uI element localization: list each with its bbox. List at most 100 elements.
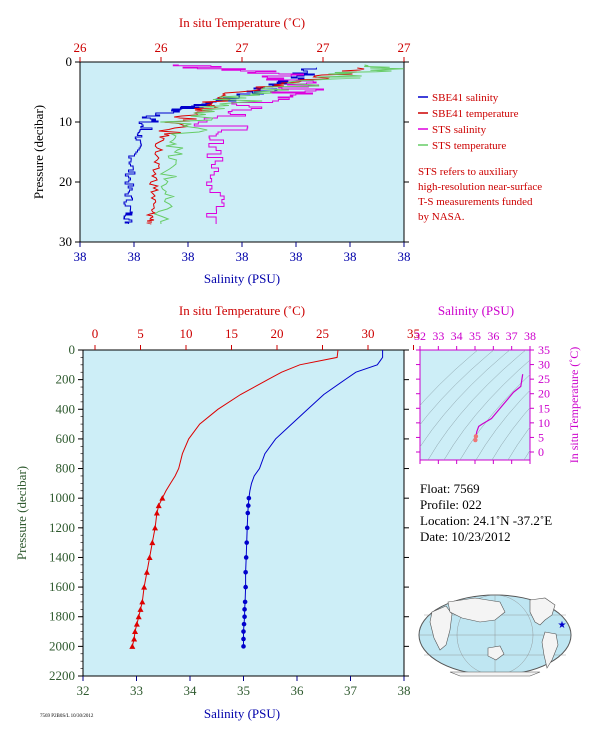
ts-density-contour [420, 350, 511, 448]
salinity-marker [242, 599, 248, 605]
ts-salinity-tick-label: 34 [451, 329, 463, 343]
ts-salinity-tick-label: 33 [432, 329, 444, 343]
ts-density-contour [459, 374, 530, 460]
ts-series-group [473, 374, 524, 443]
salinity-marker [241, 629, 246, 634]
bottom-salinity-tick-label: 33 [130, 683, 143, 698]
salinity-marker [243, 555, 249, 560]
ts-temp-tick-label: 20 [538, 387, 550, 401]
note-line-2: high-resolution near-surface [418, 181, 542, 193]
top-salinity-tick-label: 38 [74, 249, 87, 264]
top-salinity-tick-label: 38 [236, 249, 249, 264]
top-salinity-tick-label: 38 [344, 249, 357, 264]
bottom-salinity-tick-label: 34 [184, 683, 198, 698]
continent-australia [487, 645, 505, 661]
bottom-temp-tick-label: 15 [225, 326, 238, 341]
continent-europe-africa [429, 605, 453, 651]
float-date: Date: 10/23/2012 [420, 529, 511, 544]
salinity-marker [242, 614, 247, 620]
salinity-marker [242, 607, 247, 612]
legend-label-sts-salinity: STS salinity [432, 124, 487, 136]
temperature-marker [155, 502, 162, 509]
bottom-temp-axis-title: In situ Temperature (˚C) [179, 303, 305, 318]
ts-curve-line [474, 374, 524, 441]
legend-label-sbe41-salinity: SBE41 salinity [432, 92, 499, 104]
temperature-marker [146, 554, 153, 560]
bottom-pressure-tick-label: 0 [69, 342, 76, 357]
top-salinity-tick-label: 38 [182, 249, 195, 264]
top-panel: 26 26 27 27 27 38 38 38 38 38 38 38 0 10 20 30 In situ … [31, 15, 542, 286]
ts-salinity-tick-label: 36 [487, 329, 499, 343]
salinity-marker [244, 540, 250, 545]
bottom-pressure-tick-label: 1800 [49, 609, 75, 624]
temperature-marker [133, 621, 140, 627]
continent-antarctica [449, 671, 541, 677]
continent-south-america [541, 631, 559, 669]
map-continents [429, 597, 559, 677]
bottom-pressure-tick-label: 2200 [49, 668, 75, 683]
bottom-ticks-group: 0 5 10 15 20 25 30 35 32 33 34 35 36 37 38 0 200 400 600 80… [49, 326, 420, 698]
ts-salinity-tick-label: 32 [414, 329, 426, 343]
ts-density-contours [420, 350, 530, 460]
bottom-salinity-tick-label: 37 [344, 683, 358, 698]
bottom-salinity-tick-label: 36 [291, 683, 305, 698]
temperature-marker [141, 584, 148, 590]
note-line-3: T-S measurements funded [418, 196, 533, 208]
top-temp-tick-label: 27 [236, 40, 250, 55]
top-series-group [123, 64, 404, 225]
float-location: Location: 24.1˚N -37.2˚E [420, 513, 552, 528]
temperature-marker [153, 510, 160, 516]
bottom-pressure-tick-label: 1400 [49, 549, 75, 564]
temperature-marker [152, 524, 159, 531]
ts-salinity-axis-title: Salinity (PSU) [438, 303, 514, 318]
ts-salinity-tick-label: 38 [524, 329, 536, 343]
ts-density-contour [420, 350, 479, 406]
bottom-salinity-tick-label: 32 [77, 683, 90, 698]
bottom-temp-tick-label: 35 [407, 326, 420, 341]
bottom-temp-tick-label: 20 [271, 326, 284, 341]
bottom-pressure-tick-label: 2000 [49, 638, 75, 653]
ts-temp-tick-label: 35 [538, 343, 550, 357]
ts-density-contour [523, 449, 530, 460]
salinity-marker [241, 636, 246, 642]
top-pressure-axis-title: Pressure (decibar) [31, 105, 46, 199]
top-temp-axis-title: In situ Temperature (˚C) [179, 15, 305, 30]
float-info: Float: 7569 Profile: 022 Location: 24.1˚… [420, 481, 552, 544]
top-temp-tick-label: 26 [74, 40, 88, 55]
bottom-pressure-tick-label: 1000 [49, 490, 75, 505]
top-sbe41-salinity-line [123, 67, 317, 224]
ts-density-contour [420, 350, 495, 426]
top-salinity-tick-label: 38 [398, 249, 411, 264]
continent-asia [447, 597, 506, 623]
top-pressure-tick-label: 0 [66, 54, 73, 69]
footer-label: 7569 P2B0S/L 10/30/2012 [40, 714, 94, 719]
top-ticks-group: 26 26 27 27 27 38 38 38 38 38 38 38 0 10 20 30 [59, 40, 411, 264]
bottom-pressure-tick-label: 800 [56, 461, 76, 476]
top-pressure-tick-label: 20 [59, 174, 72, 189]
salinity-marker [241, 621, 247, 627]
ts-density-contour [475, 389, 530, 460]
legend-label-sbe41-temperature: SBE41 temperature [432, 108, 519, 120]
salinity-marker [245, 510, 251, 516]
ts-density-contour [427, 350, 527, 460]
temperature-marker [129, 643, 136, 649]
ts-temp-tick-label: 0 [538, 445, 544, 459]
bottom-panel: 0 5 10 15 20 25 30 35 32 33 34 35 36 37 38 0 200 400 600 80… [14, 303, 420, 721]
bottom-series-group [129, 349, 384, 649]
bottom-pressure-tick-label: 600 [56, 431, 76, 446]
top-salinity-axis-title: Salinity (PSU) [204, 271, 280, 286]
salinity-marker [243, 569, 248, 575]
float-location-star-icon: ★ [558, 620, 567, 631]
world-map: ★ [418, 594, 572, 677]
bottom-pressure-tick-label: 1200 [49, 520, 75, 535]
bottom-pressure-tick-label: 200 [56, 372, 76, 387]
bottom-temp-tick-label: 0 [92, 326, 99, 341]
top-note: STS refers to auxiliary high-resolution … [418, 166, 542, 223]
salinity-marker [246, 495, 252, 501]
salinity-marker [243, 584, 248, 590]
bottom-temp-tick-label: 5 [137, 326, 144, 341]
salinity-marker [241, 644, 246, 649]
